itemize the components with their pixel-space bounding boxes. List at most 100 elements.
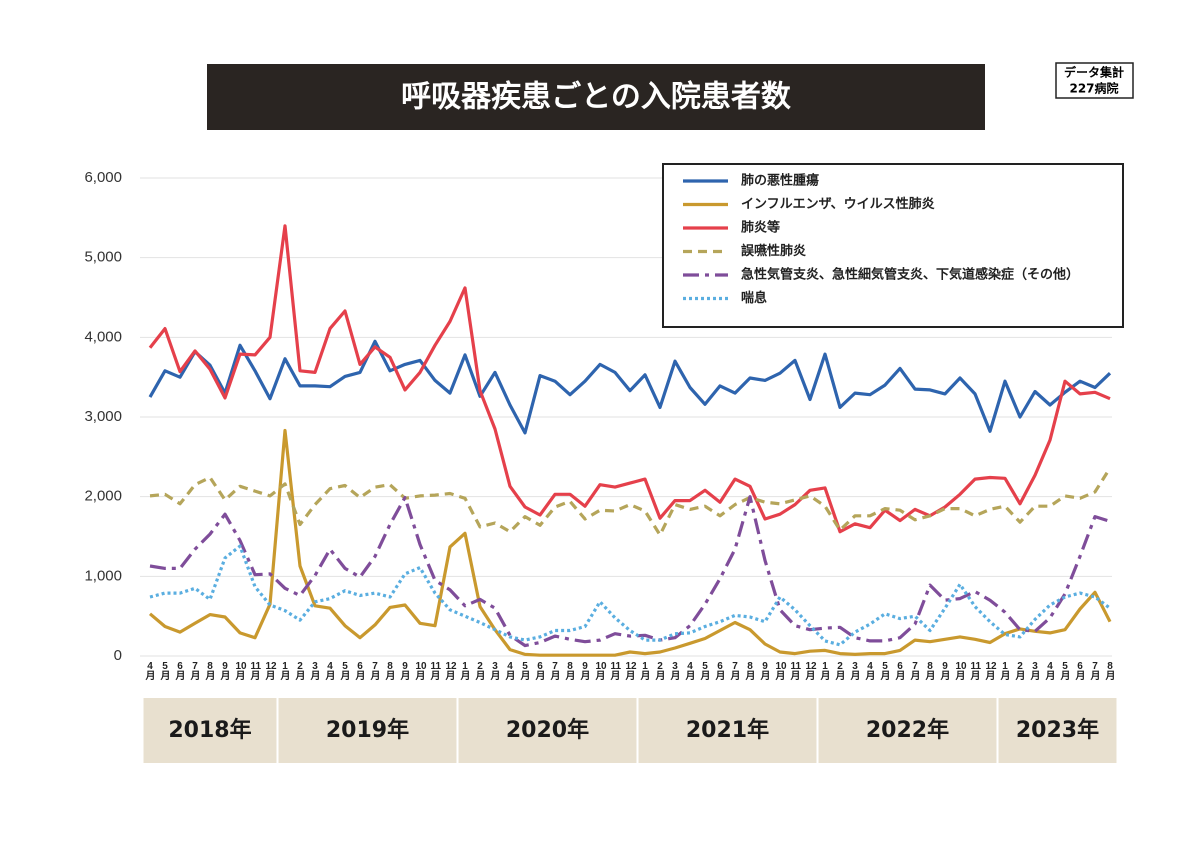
x-tick-label: 2月 <box>295 661 306 682</box>
year-label: 2019年 <box>326 717 409 743</box>
x-tick-label: 6月 <box>895 661 906 682</box>
x-tick-label: 7月 <box>550 661 561 682</box>
legend-label: インフルエンザ、ウイルス性肺炎 <box>741 196 935 212</box>
x-tick-label: 12月 <box>625 661 637 682</box>
year-box <box>998 698 1117 763</box>
x-tick-label: 7月 <box>1090 661 1101 682</box>
x-tick-label: 6月 <box>355 661 366 682</box>
x-tick-label: 4月 <box>325 661 336 682</box>
year-label: 2022年 <box>866 717 949 743</box>
x-tick-label: 1月 <box>1000 661 1011 682</box>
x-tick-label: 8月 <box>385 661 396 682</box>
x-tick-label: 5月 <box>1060 661 1071 682</box>
x-tick-label: 4月 <box>685 661 696 682</box>
x-tick-label: 10月 <box>775 661 787 682</box>
series-line <box>149 495 1111 648</box>
x-tick-label: 11月 <box>790 661 802 682</box>
x-tick-label: 10月 <box>415 661 427 682</box>
legend-label: 肺炎等 <box>741 220 780 236</box>
x-tick-label: 9月 <box>580 661 591 682</box>
x-tick-label: 5月 <box>880 661 891 682</box>
x-tick-label: 1月 <box>640 661 651 682</box>
x-tick-label: 10月 <box>595 661 607 682</box>
series-line <box>148 339 1112 435</box>
x-tick-label: 11月 <box>250 661 262 682</box>
x-tick-label: 10月 <box>235 661 247 682</box>
y-tick-label: 5,000 <box>84 249 122 266</box>
x-tick-label: 3月 <box>310 661 321 682</box>
x-tick-label: 2月 <box>655 661 666 682</box>
x-tick-label: 5月 <box>160 661 171 682</box>
series-line <box>148 224 1111 534</box>
x-tick-label: 2月 <box>1015 661 1026 682</box>
x-tick-label: 8月 <box>565 661 576 682</box>
x-tick-label: 4月 <box>1045 661 1056 682</box>
x-tick-label: 4月 <box>865 661 876 682</box>
title-box <box>207 64 985 130</box>
x-tick-label: 2月 <box>835 661 846 682</box>
x-tick-label: 7月 <box>370 661 381 682</box>
year-label: 2018年 <box>168 717 251 743</box>
x-tick-label: 5月 <box>700 661 711 682</box>
x-tick-label: 4月 <box>145 661 156 682</box>
annotation: データ集計 <box>1064 65 1124 80</box>
x-tick-label: 12月 <box>445 661 457 682</box>
x-tick-label: 3月 <box>1030 661 1041 682</box>
y-tick-label: 6,000 <box>84 169 122 186</box>
y-tick-label: 4,000 <box>84 328 122 345</box>
x-tick-label: 6月 <box>715 661 726 682</box>
year-box <box>458 698 637 763</box>
x-tick-label: 2月 <box>475 661 486 682</box>
legend-box <box>662 163 1124 328</box>
y-tick-label: 2,000 <box>84 488 122 505</box>
year-box <box>638 698 817 763</box>
x-tick-label: 9月 <box>220 661 231 682</box>
legend-label: 喘息 <box>741 290 767 306</box>
x-tick-label: 6月 <box>175 661 186 682</box>
annotation-box <box>1055 62 1134 99</box>
x-tick-label: 12月 <box>265 661 277 682</box>
x-tick-label: 3月 <box>850 661 861 682</box>
x-tick-label: 8月 <box>1105 661 1116 682</box>
x-tick-label: 8月 <box>925 661 936 682</box>
series-line <box>149 467 1112 537</box>
y-tick-label: 0 <box>114 647 122 664</box>
legend-label: 急性気管支炎、急性細気管支炎、下気道感染症（その他） <box>741 267 1079 283</box>
year-box <box>278 698 457 763</box>
x-tick-label: 9月 <box>940 661 951 682</box>
x-tick-label: 1月 <box>460 661 471 682</box>
x-tick-label: 9月 <box>760 661 771 682</box>
x-tick-label: 6月 <box>535 661 546 682</box>
annotation: 227病院 <box>1069 81 1118 96</box>
x-tick-label: 10月 <box>955 661 967 682</box>
x-tick-label: 8月 <box>205 661 216 682</box>
year-box <box>143 698 277 763</box>
x-tick-label: 8月 <box>745 661 756 682</box>
year-label: 2020年 <box>506 717 589 743</box>
x-tick-label: 1月 <box>280 661 291 682</box>
y-tick-label: 3,000 <box>84 408 122 425</box>
x-tick-label: 12月 <box>805 661 817 682</box>
year-box <box>818 698 997 763</box>
x-tick-label: 7月 <box>730 661 741 682</box>
x-tick-label: 5月 <box>520 661 531 682</box>
series-line <box>149 544 1111 647</box>
x-tick-label: 12月 <box>985 661 997 682</box>
x-tick-label: 11月 <box>970 661 982 682</box>
y-tick-label: 1,000 <box>84 567 122 584</box>
legend-label: 肺の悪性腫瘍 <box>741 173 819 189</box>
x-tick-label: 3月 <box>490 661 501 682</box>
x-tick-label: 4月 <box>505 661 516 682</box>
x-tick-label: 3月 <box>670 661 681 682</box>
x-tick-label: 11月 <box>430 661 442 682</box>
x-tick-label: 5月 <box>340 661 351 682</box>
x-tick-label: 7月 <box>190 661 201 682</box>
year-label: 2023年 <box>1016 717 1099 743</box>
year-label: 2021年 <box>686 717 769 743</box>
legend-label: 誤嚥性肺炎 <box>741 243 806 259</box>
x-tick-label: 9月 <box>400 661 411 682</box>
series-line <box>148 428 1112 657</box>
x-tick-label: 7月 <box>910 661 921 682</box>
